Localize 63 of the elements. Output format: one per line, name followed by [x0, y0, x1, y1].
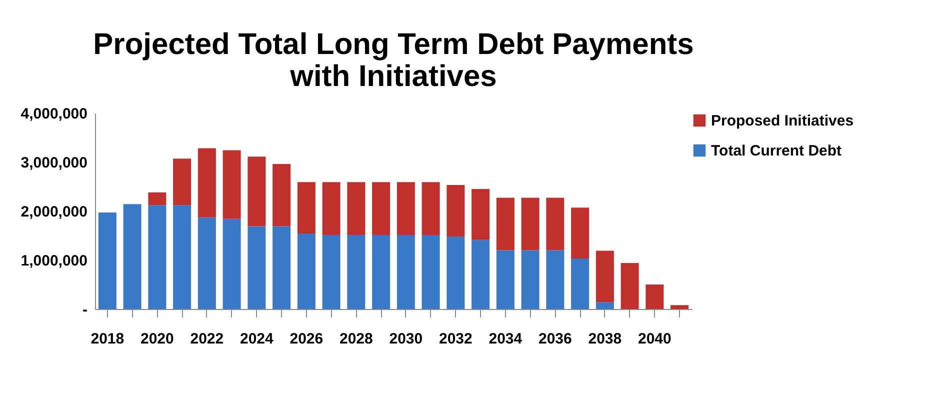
bar	[472, 188, 490, 240]
bar	[222, 150, 241, 219]
bar	[148, 205, 166, 309]
bar	[446, 236, 465, 309]
bar	[347, 182, 366, 236]
bar	[646, 284, 664, 309]
x-tick-label: 2038	[588, 330, 622, 348]
bar	[198, 217, 216, 309]
legend-label: Proposed Initiatives	[711, 112, 854, 130]
x-tick-label: 2022	[190, 330, 224, 348]
bar	[596, 250, 614, 302]
bar	[322, 235, 340, 309]
y-tick-label: 4,000,000	[20, 106, 88, 122]
bar	[546, 198, 564, 250]
bar	[596, 302, 614, 309]
x-tick-label: 2036	[538, 330, 572, 348]
bar	[620, 262, 639, 309]
bar	[446, 185, 465, 236]
bar	[272, 164, 291, 226]
bar	[571, 208, 590, 259]
bar	[496, 250, 514, 309]
bar	[372, 235, 390, 309]
y-tick-label: -	[82, 302, 88, 318]
x-tick-label: 2028	[340, 330, 373, 348]
x-tick-label: 2034	[488, 330, 523, 348]
x-tick-label: 2018	[90, 330, 124, 348]
x-tick-label: 2026	[290, 330, 324, 348]
bar	[272, 226, 291, 309]
legend-label: Total Current Debt	[711, 142, 842, 160]
bar	[347, 235, 366, 309]
x-tick-label: 2032	[439, 330, 472, 348]
bar	[372, 182, 390, 236]
bar	[521, 198, 540, 250]
y-tick-label: 3,000,000	[20, 154, 88, 172]
x-tick-label: 2024	[240, 330, 274, 348]
bar	[322, 182, 340, 236]
bar	[148, 192, 166, 206]
bar	[422, 182, 440, 236]
bar	[396, 182, 415, 236]
bar	[123, 204, 142, 309]
x-tick-label: 2030	[389, 330, 423, 348]
bar	[198, 148, 216, 218]
bar	[173, 158, 192, 206]
y-tick-label: 1,000,000	[20, 252, 88, 270]
bar	[422, 235, 440, 309]
x-tick-label: 2040	[638, 330, 672, 348]
bar	[173, 205, 192, 309]
bar	[496, 198, 514, 250]
x-tick-label: 2020	[140, 330, 174, 348]
bar	[248, 226, 266, 309]
bar	[248, 156, 266, 226]
chart-title: Projected Total Long Term Debt Payments with Initiatives	[93, 28, 694, 93]
bar	[670, 305, 689, 309]
bar	[98, 212, 116, 309]
bar	[222, 218, 241, 309]
bar	[571, 258, 590, 309]
bar	[297, 234, 316, 309]
bar	[472, 240, 490, 309]
bar	[396, 235, 415, 309]
bar	[297, 182, 316, 234]
y-tick-label: 2,000,000	[20, 204, 88, 220]
bar	[521, 250, 540, 309]
bar	[546, 250, 564, 309]
